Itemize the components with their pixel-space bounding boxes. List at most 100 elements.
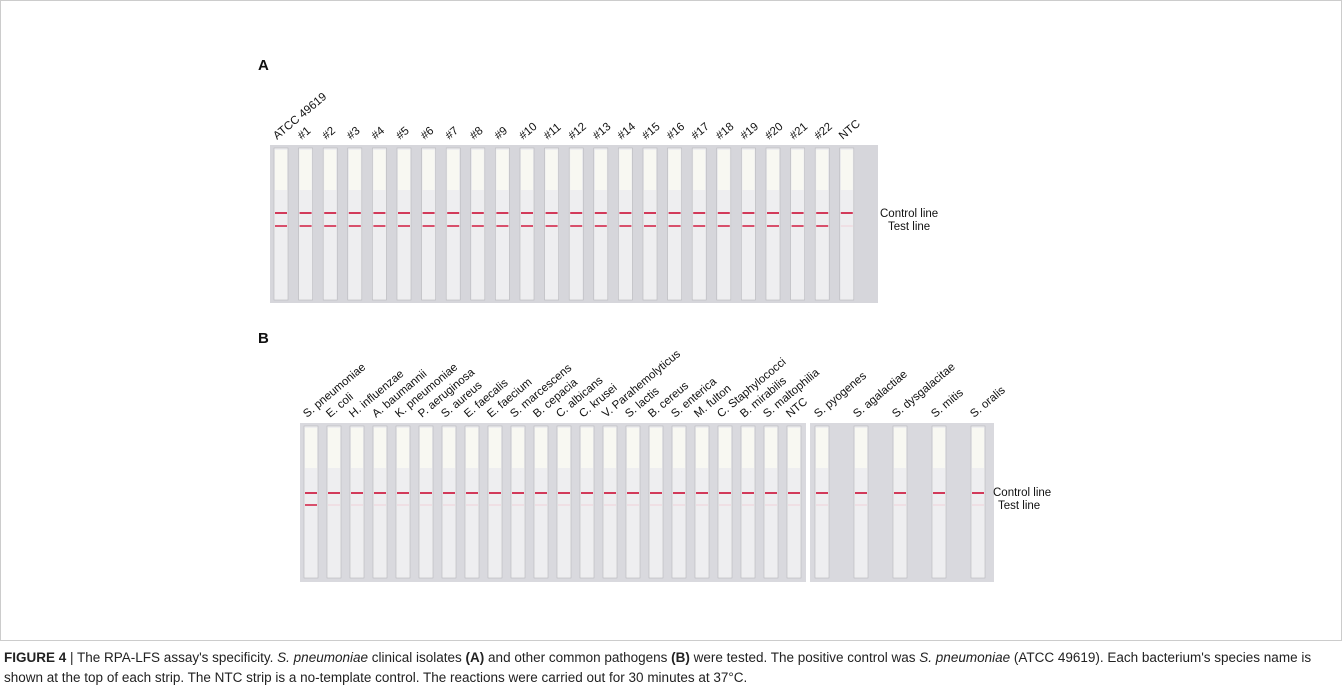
control-band [328,492,340,494]
strip-pad [422,150,435,190]
control-band [535,492,547,494]
test-band [275,225,287,227]
test-band [447,225,460,227]
control-band [443,492,455,494]
test-band [422,225,435,227]
control-band [512,492,524,494]
control-band [581,492,593,494]
control-band [742,492,754,494]
strip-pad [512,428,524,468]
test-band [604,504,616,506]
control-band [717,212,730,214]
test-band [742,504,754,506]
test-band [650,504,662,506]
strip-pad [447,150,460,190]
caption-text: | The RPA-LFS assay's specificity. [66,650,278,665]
strip-pad [443,428,455,468]
caption-text: clinical isolates [368,650,466,665]
control-band [619,212,632,214]
strip-pad [545,150,558,190]
test-band [972,504,984,506]
control-band [398,212,410,214]
caption-text: (ATCC 49619). Each bacterium's species n… [4,650,1312,685]
strip-pad [816,428,828,468]
test-band [397,504,409,506]
strip-pad [489,428,501,468]
control-band [696,492,708,494]
panel-label: A [258,57,269,74]
strip-pad [570,150,583,190]
strip-pad [275,150,287,190]
control-band [627,492,639,494]
strip-pad [398,150,410,190]
test-band [496,225,509,227]
control-band [644,212,656,214]
test-band [668,225,681,227]
strip-pad [558,428,570,468]
caption-text: S. pneumoniae [919,650,1011,665]
control-band [765,492,777,494]
test-band [489,504,501,506]
strip-pad [717,150,730,190]
control-band [791,212,804,214]
test-line-label: Test line [998,500,1040,512]
strip-pad [719,428,731,468]
caption-text: were tested. The positive control was [689,650,920,665]
control-band [594,212,607,214]
strip-pad [594,150,607,190]
strip-pad [696,428,708,468]
control-band [933,492,945,494]
test-band [305,504,317,506]
control-band [471,212,484,214]
strip-pad [619,150,632,190]
strip-pad [668,150,681,190]
strip-pad [581,428,593,468]
strip-pad [299,150,312,190]
control-band [558,492,570,494]
test-band [471,225,484,227]
test-band [791,225,804,227]
test-band [328,504,340,506]
control-band [840,212,853,214]
test-band [719,504,731,506]
strip-pad [627,428,639,468]
test-band [558,504,570,506]
control-band [719,492,731,494]
strip-pad [305,428,317,468]
test-band [443,504,455,506]
test-band [466,504,478,506]
test-band [581,504,593,506]
strip-pad [535,428,547,468]
strip-pad [420,428,432,468]
test-band [299,225,312,227]
strip-pad [496,150,509,190]
control-band [894,492,906,494]
strip-pad [650,428,662,468]
test-band [840,225,853,227]
control-band [351,492,363,494]
figure: A B ATCC 49619#1 #2 #3 #4 #5 #6 #7 #8 #9 #10 #11 #1… [0,0,1342,641]
caption-text: (B) [671,650,690,665]
test-band [324,225,337,227]
strip-pad [788,428,800,468]
control-band [374,492,386,494]
test-band [855,504,867,506]
test-band [765,504,777,506]
test-band [673,504,685,506]
strip-pad [742,150,755,190]
strip-pad [693,150,706,190]
strip-pad [972,428,984,468]
strip-pad [765,428,777,468]
control-band [767,212,779,214]
strip-pad [471,150,484,190]
control-line-label: Control line [880,208,938,220]
test-band [717,225,730,227]
test-band [693,225,706,227]
caption-text: S. pneumoniae [277,650,368,665]
control-band [604,492,616,494]
control-band [466,492,478,494]
test-band [420,504,432,506]
test-line-label: Test line [888,221,930,233]
test-band [644,225,656,227]
